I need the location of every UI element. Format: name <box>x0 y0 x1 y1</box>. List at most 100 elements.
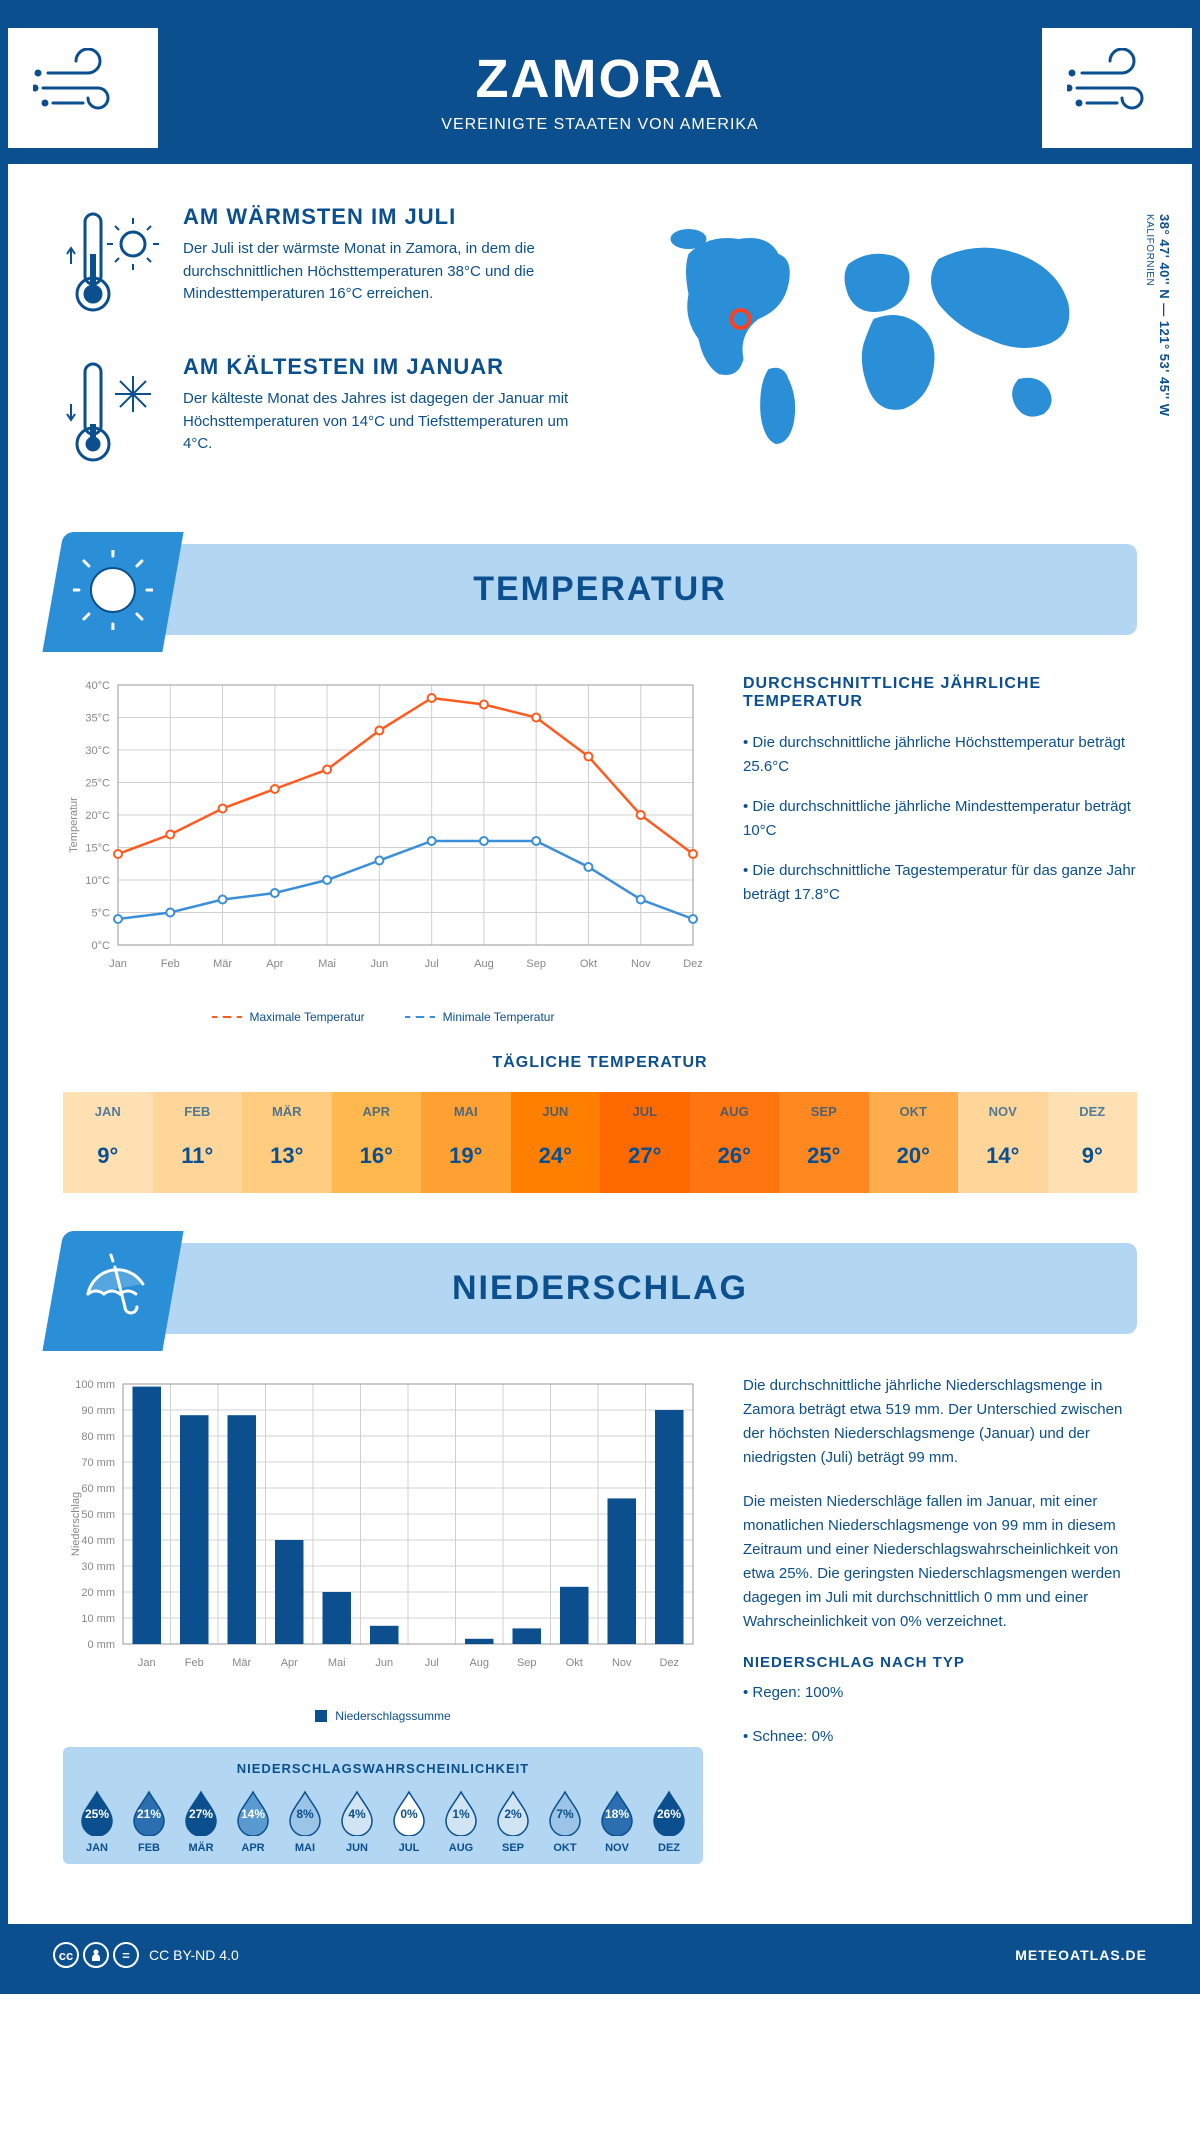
svg-text:Sep: Sep <box>526 958 546 970</box>
daily-cell: JUN24° <box>511 1092 601 1193</box>
site-name: METEOATLAS.DE <box>1015 1947 1147 1963</box>
temp-info-title: DURCHSCHNITTLICHE JÄHRLICHE TEMPERATUR <box>743 675 1137 711</box>
svg-text:80 mm: 80 mm <box>81 1431 115 1443</box>
thermometer-hot-icon <box>63 204 163 324</box>
precipitation-chart: 0 mm10 mm20 mm30 mm40 mm50 mm60 mm70 mm8… <box>63 1374 703 1694</box>
svg-text:Jan: Jan <box>109 958 127 970</box>
svg-text:Aug: Aug <box>469 1657 489 1669</box>
prob-cell: 27%MÄR <box>177 1788 225 1854</box>
svg-text:10 mm: 10 mm <box>81 1613 115 1625</box>
sun-icon <box>42 532 183 652</box>
prob-cell: 26%DEZ <box>645 1788 693 1854</box>
svg-text:Jul: Jul <box>425 958 439 970</box>
precip-text-1: Die durchschnittliche jährliche Niedersc… <box>743 1374 1137 1470</box>
legend-max: Maximale Temperatur <box>212 1010 365 1024</box>
daily-cell: NOV14° <box>958 1092 1048 1193</box>
footer: cc = CC BY-ND 4.0 METEOATLAS.DE <box>8 1924 1192 1986</box>
prob-cell: 14%APR <box>229 1788 277 1854</box>
svg-text:Okt: Okt <box>566 1657 583 1669</box>
svg-text:30°C: 30°C <box>85 745 110 757</box>
thermometer-cold-icon <box>63 354 163 474</box>
page-title: ZAMORA <box>28 48 1172 110</box>
temperature-section-head: TEMPERATUR <box>63 544 1137 635</box>
daily-cell: DEZ9° <box>1048 1092 1138 1193</box>
svg-text:60 mm: 60 mm <box>81 1483 115 1495</box>
svg-text:Okt: Okt <box>580 958 597 970</box>
svg-text:35°C: 35°C <box>85 713 110 725</box>
svg-text:Nov: Nov <box>631 958 651 970</box>
page-frame: ZAMORA VEREINIGTE STAATEN VON AMERIKA AM… <box>0 0 1200 1994</box>
svg-text:Feb: Feb <box>185 1657 204 1669</box>
wind-icon <box>1042 28 1192 148</box>
svg-text:Mai: Mai <box>328 1657 346 1669</box>
prob-cell: 8%MAI <box>281 1788 329 1854</box>
daily-cell: SEP25° <box>779 1092 869 1193</box>
svg-text:Jan: Jan <box>138 1657 156 1669</box>
daily-cell: APR16° <box>332 1092 422 1193</box>
legend-min: Minimale Temperatur <box>405 1010 555 1024</box>
precip-text-2: Die meisten Niederschläge fallen im Janu… <box>743 1490 1137 1634</box>
daily-cell: AUG26° <box>690 1092 780 1193</box>
warmest-block: AM WÄRMSTEN IM JULI Der Juli ist der wär… <box>63 204 580 324</box>
prob-cell: 1%AUG <box>437 1788 485 1854</box>
cc-icons: cc = <box>53 1942 139 1968</box>
svg-text:Jun: Jun <box>370 958 388 970</box>
svg-text:90 mm: 90 mm <box>81 1405 115 1417</box>
prob-cell: 2%SEP <box>489 1788 537 1854</box>
svg-text:Sep: Sep <box>517 1657 537 1669</box>
svg-text:40°C: 40°C <box>85 680 110 692</box>
svg-text:5°C: 5°C <box>92 908 111 920</box>
coldest-block: AM KÄLTESTEN IM JANUAR Der kälteste Mona… <box>63 354 580 474</box>
svg-text:20 mm: 20 mm <box>81 1587 115 1599</box>
svg-text:Jun: Jun <box>375 1657 393 1669</box>
temp-info-1: • Die durchschnittliche jährliche Höchst… <box>743 731 1137 779</box>
svg-text:25°C: 25°C <box>85 778 110 790</box>
warmest-text: Der Juli ist der wärmste Monat in Zamora… <box>183 238 580 306</box>
temp-info-3: • Die durchschnittliche Tagestemperatur … <box>743 859 1137 907</box>
legend-precip: Niederschlagssumme <box>315 1709 450 1723</box>
svg-text:50 mm: 50 mm <box>81 1509 115 1521</box>
svg-text:Apr: Apr <box>266 958 283 970</box>
page-subtitle: VEREINIGTE STAATEN VON AMERIKA <box>28 116 1172 134</box>
coldest-text: Der kälteste Monat des Jahres ist dagege… <box>183 388 580 456</box>
svg-text:70 mm: 70 mm <box>81 1457 115 1469</box>
svg-text:10°C: 10°C <box>85 875 110 887</box>
svg-text:Apr: Apr <box>281 1657 298 1669</box>
svg-text:100 mm: 100 mm <box>75 1379 115 1391</box>
daily-cell: MAI19° <box>421 1092 511 1193</box>
license-text: CC BY-ND 4.0 <box>149 1947 239 1963</box>
prob-cell: 4%JUN <box>333 1788 381 1854</box>
precip-title: NIEDERSCHLAG <box>89 1269 1111 1308</box>
daily-cell: MÄR13° <box>242 1092 332 1193</box>
precip-probability-box: NIEDERSCHLAGSWAHRSCHEINLICHKEIT 25%JAN21… <box>63 1747 703 1864</box>
svg-text:Jul: Jul <box>425 1657 439 1669</box>
precip-snow: • Schnee: 0% <box>743 1725 1137 1749</box>
svg-text:Feb: Feb <box>161 958 180 970</box>
content-area: AM WÄRMSTEN IM JULI Der Juli ist der wär… <box>8 164 1192 1924</box>
wind-icon <box>8 28 158 148</box>
precip-section-head: NIEDERSCHLAG <box>63 1243 1137 1334</box>
svg-text:Aug: Aug <box>474 958 494 970</box>
prob-cell: 18%NOV <box>593 1788 641 1854</box>
svg-text:20°C: 20°C <box>85 810 110 822</box>
daily-cell: JAN9° <box>63 1092 153 1193</box>
prob-cell: 21%FEB <box>125 1788 173 1854</box>
temperature-chart: 0°C5°C10°C15°C20°C25°C30°C35°C40°CJanFeb… <box>63 675 703 1024</box>
prob-cell: 0%JUL <box>385 1788 433 1854</box>
temperature-title: TEMPERATUR <box>89 570 1111 609</box>
svg-text:0°C: 0°C <box>92 940 111 952</box>
warmest-title: AM WÄRMSTEN IM JULI <box>183 204 580 230</box>
svg-text:0 mm: 0 mm <box>88 1639 116 1651</box>
svg-text:Nov: Nov <box>612 1657 632 1669</box>
prob-cell: 25%JAN <box>73 1788 121 1854</box>
header: ZAMORA VEREINIGTE STAATEN VON AMERIKA <box>8 8 1192 164</box>
svg-text:Dez: Dez <box>683 958 703 970</box>
temp-info-2: • Die durchschnittliche jährliche Mindes… <box>743 795 1137 843</box>
svg-text:Niederschlag: Niederschlag <box>70 1492 82 1556</box>
precip-rain: • Regen: 100% <box>743 1681 1137 1705</box>
daily-cell: FEB11° <box>153 1092 243 1193</box>
svg-text:Mär: Mär <box>213 958 232 970</box>
daily-cell: JUL27° <box>600 1092 690 1193</box>
world-map <box>620 204 1137 464</box>
svg-text:30 mm: 30 mm <box>81 1561 115 1573</box>
